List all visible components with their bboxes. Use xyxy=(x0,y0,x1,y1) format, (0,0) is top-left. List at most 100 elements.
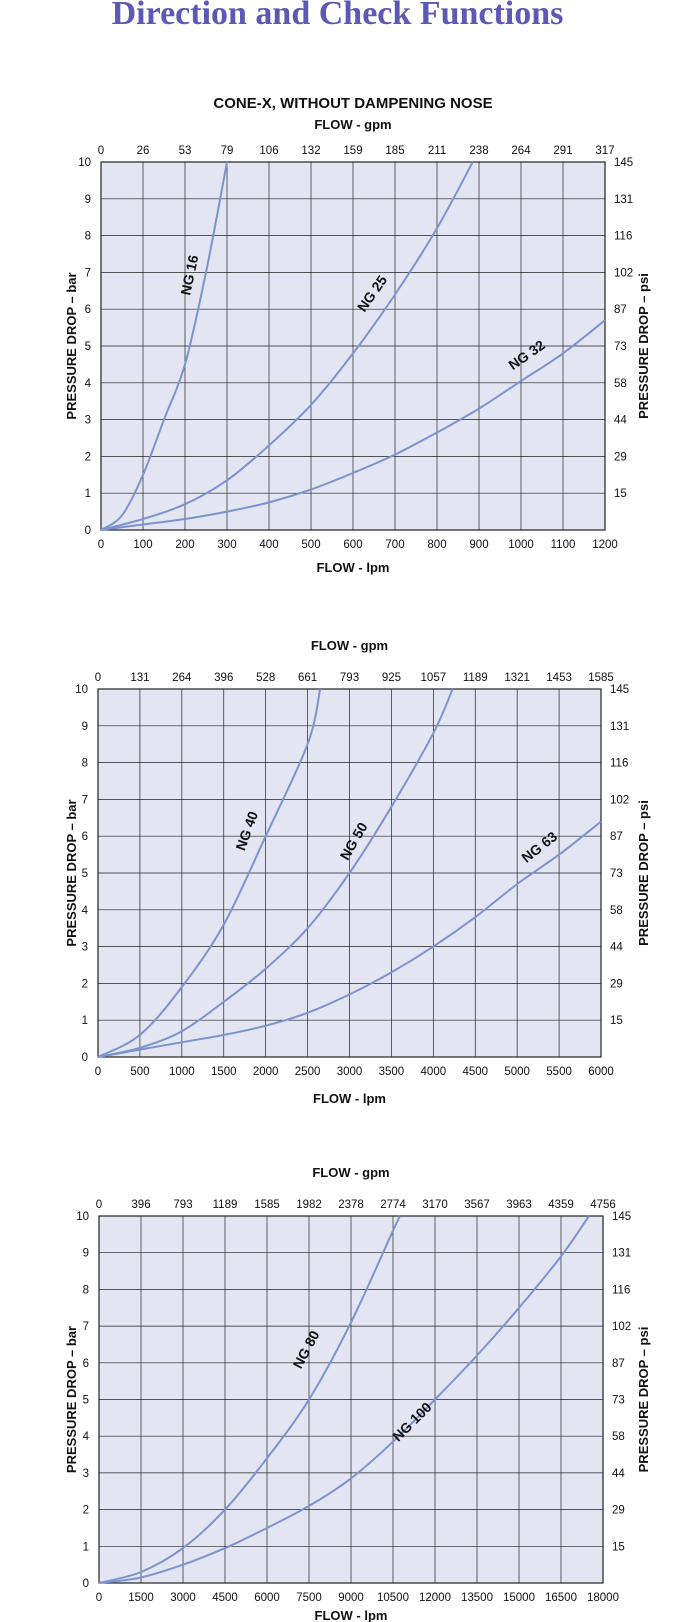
x-tick-label: 1100 xyxy=(551,539,576,551)
x2-tick-label: 1321 xyxy=(504,672,530,684)
y-tick-label: 9 xyxy=(83,1248,89,1260)
y2-tick-label: 116 xyxy=(610,758,628,770)
series-line-ng-100 xyxy=(98,1215,590,1584)
y-tick-label: 0 xyxy=(85,525,91,537)
x2-tick-label: 132 xyxy=(301,145,320,157)
x-tick-label: 800 xyxy=(427,539,446,551)
x-tick-label: 300 xyxy=(217,539,236,551)
y2-tick-label: 44 xyxy=(612,1468,625,1480)
series-line-ng-32 xyxy=(100,319,606,531)
y2-tick-label: 145 xyxy=(614,157,633,169)
x2-tick-label: 79 xyxy=(221,145,234,157)
y2-tick-label: 58 xyxy=(614,378,627,390)
y-tick-label: 7 xyxy=(85,267,91,279)
y2-tick-label: 116 xyxy=(612,1284,630,1296)
x-tick-label: 1500 xyxy=(128,1592,154,1604)
x2-tick-label: 0 xyxy=(98,145,104,157)
x-axis-label: FLOW - lpm xyxy=(315,1608,388,1622)
y-tick-label: 8 xyxy=(85,231,91,243)
x-tick-label: 2000 xyxy=(253,1066,279,1078)
x-tick-label: 1500 xyxy=(211,1066,237,1078)
y-tick-label: 4 xyxy=(83,1431,90,1443)
y2-axis-label: PRESSURE DROP – psi xyxy=(636,800,651,946)
x2-tick-label: 211 xyxy=(428,145,446,157)
y2-tick-label: 15 xyxy=(610,1015,623,1027)
y-tick-label: 6 xyxy=(82,831,88,843)
x-tick-label: 2500 xyxy=(295,1066,321,1078)
y-tick-label: 2 xyxy=(85,451,91,463)
x-tick-label: 15000 xyxy=(503,1592,535,1604)
x2-tick-label: 264 xyxy=(172,672,192,684)
x-tick-label: 400 xyxy=(259,539,278,551)
x2-axis-label: FLOW - gpm xyxy=(312,1165,389,1180)
x2-tick-label: 793 xyxy=(340,672,359,684)
y-tick-label: 7 xyxy=(83,1321,89,1333)
y2-tick-label: 87 xyxy=(614,304,627,316)
x2-axis-label: FLOW - gpm xyxy=(311,638,388,653)
x2-tick-label: 291 xyxy=(553,145,572,157)
series-line-ng-50 xyxy=(97,688,454,1058)
x-tick-label: 200 xyxy=(175,539,194,551)
x-tick-label: 0 xyxy=(95,1066,101,1078)
x-tick-label: 1000 xyxy=(508,539,534,551)
x-tick-label: 600 xyxy=(343,539,362,551)
y-tick-label: 2 xyxy=(83,1505,89,1517)
y2-tick-label: 44 xyxy=(610,942,623,954)
x2-tick-label: 3963 xyxy=(506,1199,532,1211)
x2-tick-label: 131 xyxy=(130,672,149,684)
x-tick-label: 3000 xyxy=(170,1592,196,1604)
x-tick-label: 900 xyxy=(469,539,488,551)
y2-tick-label: 29 xyxy=(612,1505,625,1517)
y-tick-label: 0 xyxy=(82,1052,88,1064)
y2-axis-label: PRESSURE DROP – psi xyxy=(636,273,651,419)
x2-tick-label: 793 xyxy=(173,1199,192,1211)
y-axis-label: PRESSURE DROP – bar xyxy=(64,272,79,419)
y2-tick-label: 87 xyxy=(612,1358,625,1370)
y-tick-label: 5 xyxy=(85,341,91,353)
y2-tick-label: 116 xyxy=(614,231,632,243)
y2-tick-label: 102 xyxy=(612,1321,631,1333)
y2-tick-label: 73 xyxy=(610,868,623,880)
x-tick-label: 0 xyxy=(96,1592,102,1604)
y-tick-label: 10 xyxy=(75,684,88,696)
series-line-ng-63 xyxy=(97,820,602,1058)
x2-tick-label: 317 xyxy=(595,145,614,157)
plot-frame xyxy=(98,1215,604,1584)
x2-tick-label: 0 xyxy=(96,1199,102,1211)
y2-tick-label: 131 xyxy=(610,721,629,733)
x-tick-label: 13500 xyxy=(461,1592,493,1604)
x2-tick-label: 3567 xyxy=(464,1199,490,1211)
x-tick-label: 0 xyxy=(98,539,104,551)
x2-tick-label: 925 xyxy=(382,672,401,684)
x2-tick-label: 264 xyxy=(511,145,531,157)
y-tick-label: 5 xyxy=(83,1395,89,1407)
x2-tick-label: 1057 xyxy=(421,672,447,684)
x2-tick-label: 1189 xyxy=(463,672,488,684)
y2-tick-label: 73 xyxy=(612,1395,625,1407)
y-tick-label: 1 xyxy=(82,1015,88,1027)
x2-tick-label: 1982 xyxy=(296,1199,322,1211)
x-tick-label: 12000 xyxy=(419,1592,451,1604)
y2-tick-label: 15 xyxy=(614,488,627,500)
chart-title: CONE-X, WITHOUT DAMPENING NOSE xyxy=(213,95,492,112)
x2-tick-label: 238 xyxy=(469,145,488,157)
x-tick-label: 6000 xyxy=(588,1066,614,1078)
y-tick-label: 0 xyxy=(83,1578,89,1590)
x-tick-label: 1000 xyxy=(169,1066,195,1078)
y-axis-label: PRESSURE DROP – bar xyxy=(64,799,79,946)
y2-axis-label: PRESSURE DROP – psi xyxy=(636,1327,651,1473)
y2-tick-label: 29 xyxy=(610,978,623,990)
x-tick-label: 18000 xyxy=(587,1592,619,1604)
y-tick-label: 8 xyxy=(82,758,88,770)
y-tick-label: 8 xyxy=(83,1284,89,1296)
x-tick-label: 3000 xyxy=(337,1066,363,1078)
x2-tick-label: 528 xyxy=(256,672,275,684)
chart-2: 0 500 1000 1500 2000 2500 3000 3500 4000 4500 5000… xyxy=(64,638,651,1106)
x2-tick-label: 1453 xyxy=(546,672,572,684)
x-tick-label: 1200 xyxy=(592,539,618,551)
x2-tick-label: 185 xyxy=(385,145,404,157)
y-tick-label: 6 xyxy=(85,304,91,316)
x-tick-label: 5000 xyxy=(504,1066,530,1078)
chart-1: 0 100 200 300 400 500 600 700 800 900 1000 1100 1200… xyxy=(64,95,651,575)
y-tick-label: 2 xyxy=(82,978,88,990)
